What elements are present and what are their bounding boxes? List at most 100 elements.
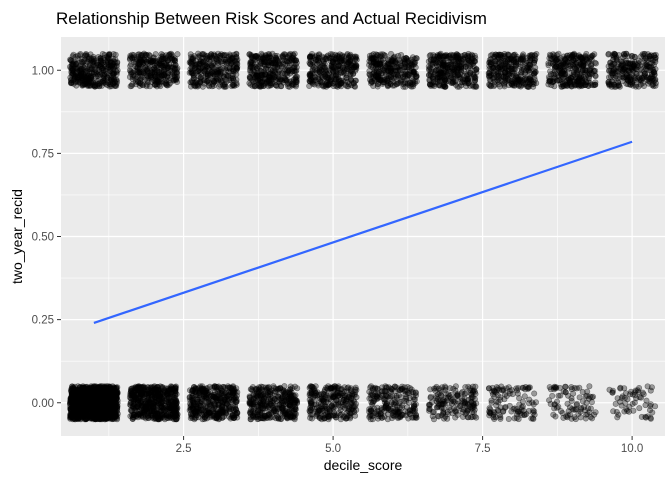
data-point <box>224 384 231 391</box>
data-point <box>462 410 469 417</box>
data-point <box>403 397 410 404</box>
data-point <box>338 58 345 65</box>
data-point <box>78 405 85 412</box>
data-point <box>155 68 162 75</box>
data-point <box>572 416 579 423</box>
data-point <box>612 400 619 407</box>
data-point <box>82 387 89 394</box>
data-point <box>80 411 87 418</box>
data-point <box>80 414 87 421</box>
data-point <box>98 406 105 413</box>
data-point <box>498 383 505 390</box>
data-point <box>75 416 82 423</box>
data-point <box>148 74 155 81</box>
data-point <box>100 395 107 402</box>
data-point <box>439 401 446 408</box>
data-point <box>266 71 273 78</box>
data-point <box>370 412 377 419</box>
data-point <box>101 383 108 390</box>
data-point <box>531 408 538 415</box>
data-point <box>73 398 80 405</box>
data-point <box>103 408 110 415</box>
data-point <box>107 415 114 422</box>
data-point <box>95 405 102 412</box>
data-point <box>193 64 200 71</box>
data-point <box>100 407 107 414</box>
data-point <box>267 396 274 403</box>
data-point <box>190 56 197 63</box>
data-point <box>352 412 359 419</box>
data-point <box>95 413 102 420</box>
data-point <box>156 57 163 64</box>
data-point <box>91 388 98 395</box>
data-point <box>71 75 78 82</box>
data-point <box>136 56 143 63</box>
data-point <box>67 395 74 402</box>
data-point <box>81 384 88 391</box>
data-point <box>69 383 76 390</box>
data-point <box>100 403 107 410</box>
data-point <box>338 83 345 90</box>
data-point <box>112 388 119 395</box>
data-point <box>341 69 348 76</box>
data-point <box>351 83 358 90</box>
data-point <box>553 398 560 405</box>
data-point <box>97 57 104 64</box>
data-point <box>324 399 331 406</box>
data-point <box>320 58 327 65</box>
data-point <box>169 414 176 421</box>
data-point <box>136 410 143 417</box>
data-point <box>216 83 223 90</box>
data-point <box>207 52 214 59</box>
data-point <box>113 412 120 419</box>
data-point <box>79 391 86 398</box>
data-point <box>307 411 314 418</box>
data-point <box>90 395 97 402</box>
data-point <box>101 398 108 405</box>
data-point <box>503 385 510 392</box>
data-point <box>98 406 105 413</box>
data-point <box>158 51 165 58</box>
data-point <box>114 402 121 409</box>
data-point <box>336 393 343 400</box>
data-point <box>106 388 113 395</box>
data-point <box>93 387 100 394</box>
data-point <box>506 390 513 397</box>
data-point <box>90 384 97 391</box>
data-point <box>505 415 512 422</box>
data-point <box>89 393 96 400</box>
data-point <box>98 399 105 406</box>
data-point <box>331 386 338 393</box>
data-point <box>90 395 97 402</box>
data-point <box>322 405 329 412</box>
data-point <box>101 400 108 407</box>
data-point <box>85 408 92 415</box>
data-point <box>87 415 94 422</box>
data-point <box>71 408 78 415</box>
data-point <box>226 56 233 63</box>
data-point <box>322 64 329 71</box>
data-point <box>330 401 337 408</box>
data-point <box>86 402 93 409</box>
data-point <box>93 413 100 420</box>
data-point <box>203 412 210 419</box>
data-point <box>68 388 75 395</box>
data-point <box>552 413 559 420</box>
data-point <box>84 403 91 410</box>
data-point <box>88 414 95 421</box>
data-point <box>99 385 106 392</box>
data-point <box>81 413 88 420</box>
data-point <box>101 414 108 421</box>
data-point <box>100 393 107 400</box>
data-point <box>465 401 472 408</box>
data-point <box>102 405 109 412</box>
data-point <box>248 400 255 407</box>
data-point <box>84 394 91 401</box>
data-point <box>77 390 84 397</box>
data-point <box>99 400 106 407</box>
data-point <box>156 73 163 80</box>
data-point <box>158 407 165 414</box>
data-point <box>105 383 112 390</box>
data-point <box>350 403 357 410</box>
data-point <box>69 402 76 409</box>
